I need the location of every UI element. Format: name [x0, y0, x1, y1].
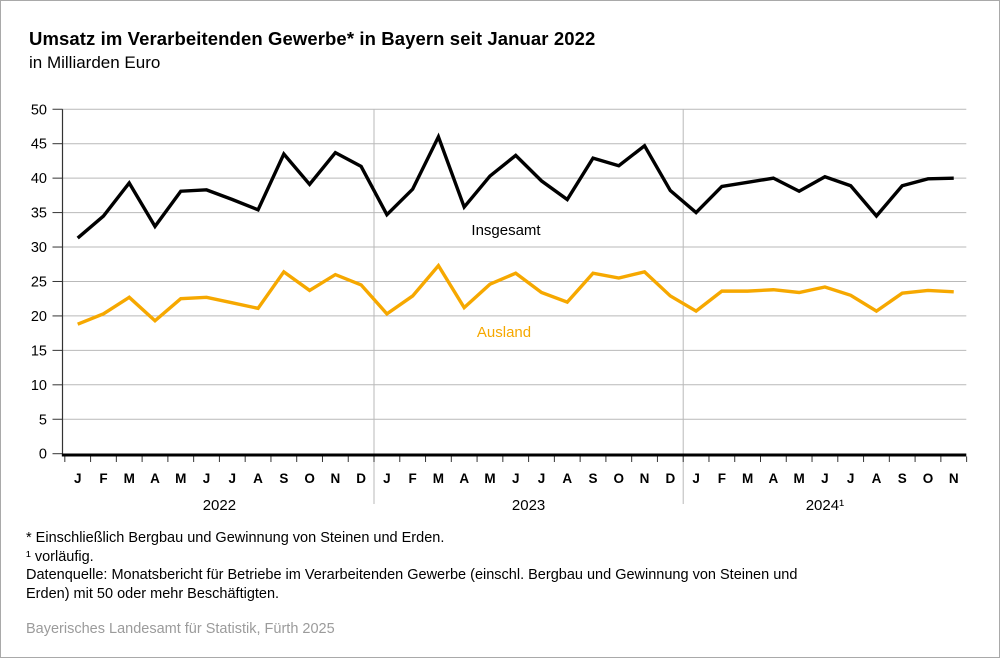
y-axis-label: 30 — [31, 240, 47, 256]
y-axis-label: 5 — [39, 412, 47, 428]
ausland-line — [77, 262, 954, 326]
month-label: M — [794, 471, 805, 486]
month-label: J — [203, 471, 211, 486]
month-label: O — [304, 471, 315, 486]
month-label: D — [665, 471, 675, 486]
month-label: A — [150, 471, 160, 486]
month-label: M — [742, 471, 753, 486]
footnote-datenquelle-line2: Erden) mit 50 oder mehr Beschäftigten. — [26, 585, 280, 602]
month-label: O — [614, 471, 625, 486]
chart-subtitle: in Milliarden Euro — [29, 53, 161, 72]
month-label: O — [923, 471, 934, 486]
y-axis-label: 40 — [31, 171, 47, 187]
month-label: F — [718, 471, 726, 486]
month-label: J — [512, 471, 520, 486]
month-label: S — [589, 471, 598, 486]
y-axis-label: 20 — [31, 309, 47, 325]
footnote-vorlaeufig: ¹ vorläufig. — [26, 548, 94, 565]
insgesamt-series-label: Insgesamt — [471, 222, 541, 239]
y-axis-label: 25 — [31, 274, 47, 290]
year-label: 2024¹ — [806, 497, 844, 514]
month-label: J — [847, 471, 855, 486]
month-label: A — [459, 471, 469, 486]
month-label: J — [692, 471, 700, 486]
month-label: J — [74, 471, 82, 486]
month-label: M — [175, 471, 186, 486]
month-label: S — [279, 471, 288, 486]
footnote-asterisk: * Einschließlich Bergbau und Gewinnung v… — [26, 530, 445, 546]
month-label: N — [330, 471, 340, 486]
month-label: J — [229, 471, 237, 486]
y-axis-label: 45 — [31, 137, 47, 153]
month-label: S — [898, 471, 907, 486]
source-attribution: Bayerisches Landesamt für Statistik, Für… — [26, 621, 335, 637]
year-label: 2023 — [512, 497, 545, 514]
month-label: J — [821, 471, 829, 486]
month-label: M — [484, 471, 495, 486]
month-label: A — [562, 471, 572, 486]
y-axis-label: 50 — [31, 102, 47, 118]
y-axis-label: 0 — [39, 447, 47, 463]
y-axis-label: 35 — [31, 206, 47, 222]
chart-title: Umsatz im Verarbeitenden Gewerbe* in Bay… — [29, 28, 596, 49]
month-label: J — [538, 471, 546, 486]
month-label: M — [124, 471, 135, 486]
month-label: A — [769, 471, 779, 486]
y-axis-label: 10 — [31, 378, 47, 394]
month-label: M — [433, 471, 444, 486]
month-label: F — [99, 471, 107, 486]
month-label: A — [253, 471, 263, 486]
month-label: F — [409, 471, 417, 486]
month-label: N — [949, 471, 959, 486]
ausland-series-label: Ausland — [476, 324, 532, 341]
footnotes: * Einschließlich Bergbau und Gewinnung v… — [26, 529, 971, 603]
month-label: A — [872, 471, 882, 486]
title-block: Umsatz im Verarbeitenden Gewerbe* in Bay… — [29, 27, 595, 74]
month-label: N — [640, 471, 650, 486]
footnote-datenquelle-line1: Datenquelle: Monatsbericht für Betriebe … — [26, 567, 798, 584]
month-label: D — [356, 471, 366, 486]
y-axis-label: 15 — [31, 343, 47, 359]
year-label: 2022 — [203, 497, 236, 514]
insgesamt-line — [76, 132, 954, 240]
month-label: J — [383, 471, 391, 486]
